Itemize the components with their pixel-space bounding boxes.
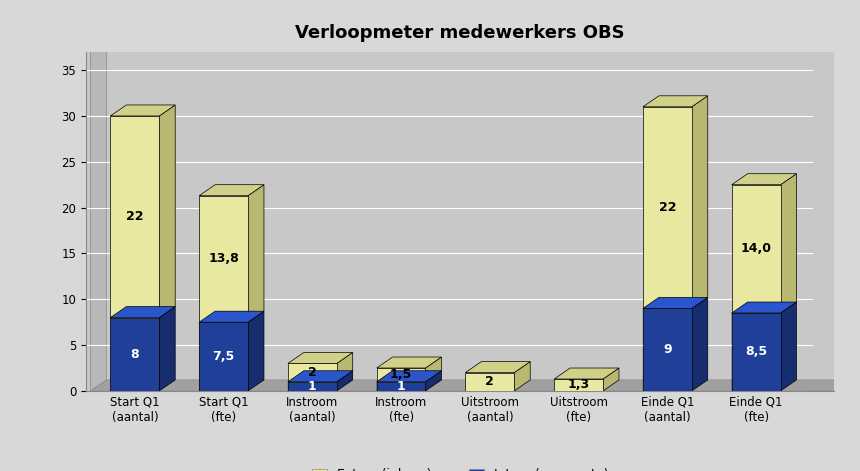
- Polygon shape: [426, 371, 441, 391]
- Polygon shape: [377, 371, 441, 382]
- Polygon shape: [288, 371, 353, 382]
- Polygon shape: [691, 96, 708, 309]
- Polygon shape: [377, 371, 393, 391]
- Polygon shape: [248, 185, 264, 322]
- Polygon shape: [603, 368, 619, 391]
- FancyBboxPatch shape: [110, 317, 159, 391]
- Legend: Extern (inhuur), Intern (gemeente): Extern (inhuur), Intern (gemeente): [307, 463, 613, 471]
- Polygon shape: [90, 380, 860, 391]
- FancyBboxPatch shape: [732, 313, 781, 391]
- Text: 13,8: 13,8: [208, 252, 239, 266]
- Text: 7,5: 7,5: [212, 350, 235, 363]
- FancyBboxPatch shape: [643, 309, 691, 391]
- Polygon shape: [732, 302, 796, 313]
- Polygon shape: [554, 368, 619, 379]
- Polygon shape: [465, 362, 531, 373]
- Polygon shape: [643, 96, 708, 107]
- Polygon shape: [110, 307, 126, 391]
- Polygon shape: [110, 307, 175, 317]
- Text: 1,3: 1,3: [568, 379, 590, 391]
- Polygon shape: [691, 298, 708, 391]
- Polygon shape: [643, 298, 708, 309]
- Polygon shape: [732, 302, 747, 391]
- FancyBboxPatch shape: [377, 382, 426, 391]
- Polygon shape: [377, 357, 441, 368]
- Polygon shape: [90, 41, 107, 391]
- FancyBboxPatch shape: [200, 196, 248, 322]
- Polygon shape: [159, 105, 175, 317]
- Text: 2: 2: [308, 366, 316, 379]
- FancyBboxPatch shape: [732, 185, 781, 313]
- FancyBboxPatch shape: [465, 373, 514, 391]
- Polygon shape: [248, 311, 264, 391]
- Polygon shape: [643, 298, 659, 391]
- Polygon shape: [337, 352, 353, 382]
- Polygon shape: [732, 174, 796, 185]
- Text: 1: 1: [396, 380, 405, 393]
- FancyBboxPatch shape: [554, 379, 603, 391]
- Title: Verloopmeter medewerkers OBS: Verloopmeter medewerkers OBS: [295, 24, 625, 42]
- Text: 1,5: 1,5: [390, 368, 412, 382]
- Text: 8: 8: [131, 348, 139, 361]
- Text: 9: 9: [663, 343, 672, 356]
- Text: 14,0: 14,0: [740, 243, 771, 255]
- Text: 1: 1: [308, 380, 316, 393]
- Polygon shape: [514, 362, 531, 391]
- FancyBboxPatch shape: [200, 322, 248, 391]
- Polygon shape: [781, 174, 796, 313]
- Polygon shape: [200, 311, 264, 322]
- Polygon shape: [288, 371, 304, 391]
- Polygon shape: [200, 185, 264, 196]
- Text: 22: 22: [126, 210, 144, 223]
- Polygon shape: [781, 302, 796, 391]
- Polygon shape: [288, 352, 353, 364]
- FancyBboxPatch shape: [110, 116, 159, 317]
- FancyBboxPatch shape: [377, 368, 426, 382]
- Polygon shape: [110, 105, 175, 116]
- Text: 22: 22: [659, 201, 676, 214]
- Polygon shape: [337, 371, 353, 391]
- Polygon shape: [159, 307, 175, 391]
- Polygon shape: [426, 357, 441, 382]
- FancyBboxPatch shape: [288, 364, 337, 382]
- Text: 8,5: 8,5: [745, 345, 767, 358]
- FancyBboxPatch shape: [288, 382, 337, 391]
- FancyBboxPatch shape: [643, 107, 691, 309]
- Text: 2: 2: [485, 375, 494, 388]
- Polygon shape: [200, 311, 215, 391]
